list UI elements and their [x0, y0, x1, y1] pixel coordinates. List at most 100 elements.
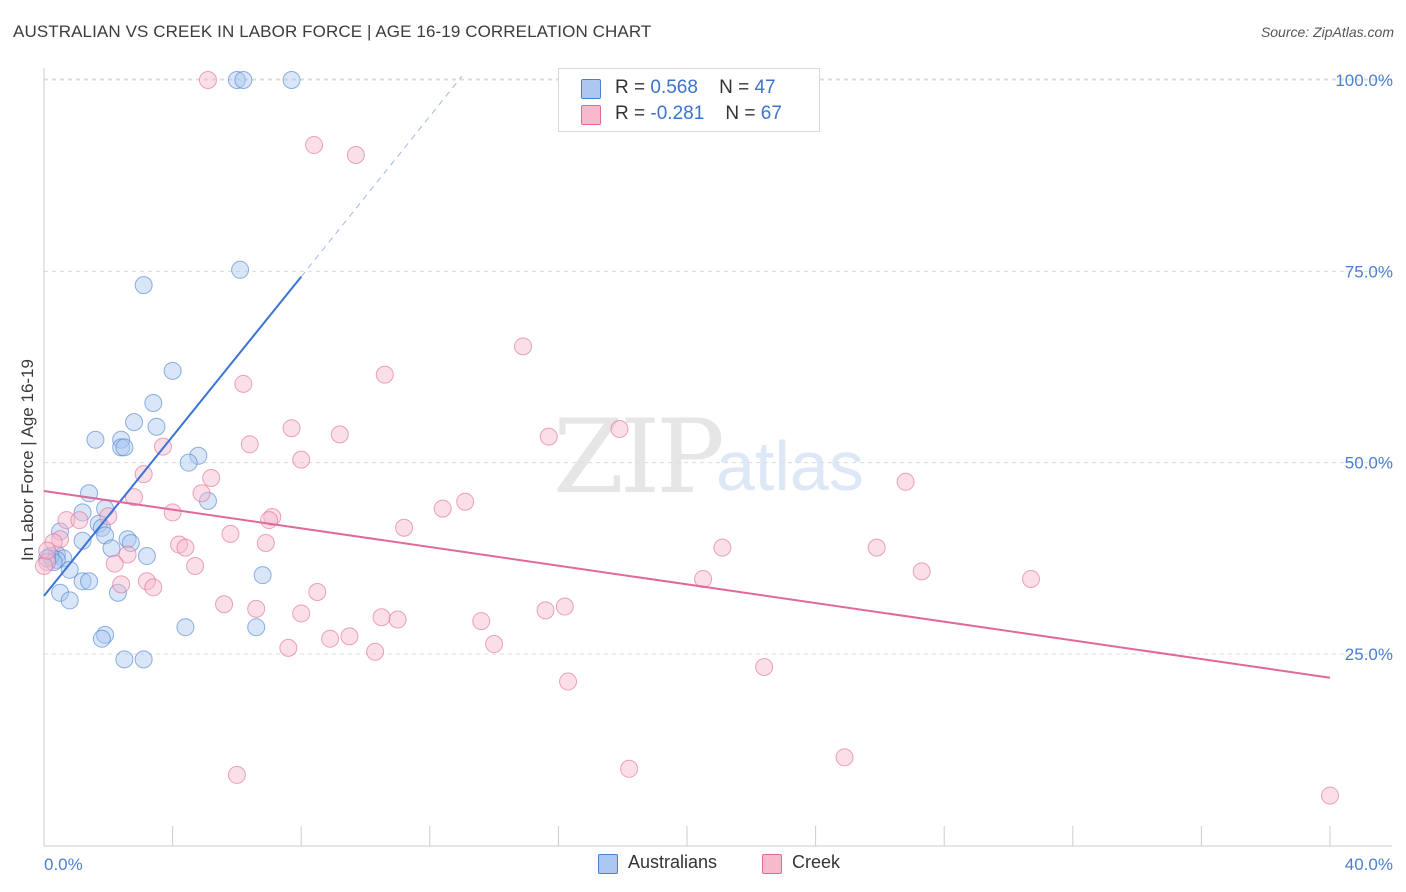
- creek-point: [514, 337, 533, 356]
- creek-point: [221, 524, 240, 543]
- australians-point: [60, 560, 79, 579]
- creek-point: [559, 672, 578, 691]
- australians-point: [179, 453, 198, 472]
- australians-point: [144, 393, 163, 412]
- creek-point: [472, 612, 491, 631]
- legend-r-label: R =: [615, 103, 646, 124]
- watermark-zip: ZIP: [553, 398, 725, 517]
- creek-point: [112, 575, 131, 594]
- y-axis-label: In Labor Force | Age 16-19: [18, 359, 37, 561]
- bottom-swatch-creek: [762, 854, 782, 874]
- australians-point: [60, 591, 79, 610]
- creek-point: [292, 604, 311, 623]
- creek-point: [35, 556, 53, 575]
- creek-point: [282, 419, 301, 438]
- creek-point: [620, 759, 639, 778]
- creek-point: [456, 492, 475, 511]
- australians-point: [147, 417, 166, 436]
- legend-n-label: N =: [719, 77, 750, 98]
- creek-point: [186, 556, 205, 575]
- legend-r-value-creek: -0.281: [650, 103, 705, 124]
- creek-point: [198, 71, 217, 90]
- australians-point: [115, 650, 134, 669]
- australians-point: [51, 522, 70, 541]
- creek-point: [536, 601, 555, 620]
- legend-r-label: R =: [615, 77, 646, 98]
- australians-point: [163, 361, 182, 380]
- creek-point: [227, 765, 246, 784]
- creek-point: [375, 365, 394, 384]
- australians-point: [73, 572, 92, 591]
- creek-point: [57, 511, 76, 530]
- australians-point: [176, 618, 195, 637]
- creek-point: [388, 610, 407, 629]
- x-tick-label: 0.0%: [44, 855, 83, 874]
- australians-trendline-extension: [300, 75, 463, 278]
- creek-point: [1321, 786, 1339, 805]
- australians-point: [51, 583, 70, 602]
- creek-point: [610, 419, 629, 438]
- creek-point: [346, 146, 365, 165]
- creek-point: [395, 518, 414, 537]
- australians-point: [134, 276, 153, 295]
- creek-point: [539, 427, 558, 446]
- creek-point: [125, 488, 144, 507]
- creek-point: [163, 503, 182, 522]
- creek-point: [755, 658, 774, 677]
- creek-point: [176, 538, 195, 557]
- creek-point: [144, 578, 163, 597]
- australians-point: [234, 71, 253, 90]
- australians-point: [137, 547, 156, 566]
- creek-point: [1022, 569, 1041, 588]
- y-tick-label: 25.0%: [1345, 645, 1393, 664]
- legend-swatch-creek: [581, 105, 601, 125]
- australians-point: [198, 491, 217, 510]
- australians-point: [189, 446, 208, 465]
- creek-point: [340, 627, 359, 646]
- australians-point: [102, 539, 121, 558]
- australians-point: [80, 572, 99, 591]
- australians-point: [247, 618, 266, 637]
- creek-point: [555, 597, 574, 616]
- legend-n-value-creek: 67: [760, 103, 782, 124]
- creek-point: [118, 545, 137, 564]
- bottom-swatch-australians: [598, 854, 618, 874]
- creek-point: [305, 136, 324, 155]
- creek-point: [263, 508, 282, 527]
- creek-point: [215, 595, 234, 614]
- creek-point: [70, 511, 89, 530]
- australians-point: [96, 526, 115, 545]
- australians-point: [253, 566, 272, 585]
- creek-point: [867, 538, 886, 557]
- legend-n-label: N =: [725, 103, 756, 124]
- creek-point: [485, 635, 504, 654]
- creek-point: [279, 638, 298, 657]
- y-tick-label: 75.0%: [1345, 262, 1393, 281]
- y-tick-label: 100.0%: [1335, 71, 1393, 90]
- creek-trendline: [43, 489, 1331, 679]
- australians-trendline: [43, 276, 302, 597]
- source-credit: Source: ZipAtlas.com: [1260, 24, 1394, 40]
- australians-point: [227, 71, 246, 90]
- bottom-legend-label-creek: Creek: [792, 852, 841, 872]
- creek-point: [234, 374, 253, 393]
- australians-point: [282, 71, 301, 90]
- x-tick-label: 40.0%: [1345, 855, 1393, 874]
- creek-point: [372, 608, 391, 627]
- creek-point: [38, 541, 57, 560]
- australians-point: [92, 629, 111, 648]
- australians-point: [125, 413, 144, 432]
- creek-point: [240, 435, 259, 454]
- y-tick-label: 50.0%: [1345, 454, 1393, 473]
- creek-point: [912, 562, 931, 581]
- australians-point: [121, 534, 140, 553]
- creek-point: [256, 534, 275, 553]
- australians-point: [231, 260, 250, 279]
- creek-point: [321, 629, 340, 648]
- legend-r-value-australians: 0.568: [650, 77, 698, 98]
- legend-n-value-australians: 47: [754, 77, 776, 98]
- chart-title: AUSTRALIAN VS CREEK IN LABOR FORCE | AGE…: [13, 22, 652, 41]
- creek-point: [105, 554, 124, 573]
- legend-swatch-australians: [581, 79, 601, 99]
